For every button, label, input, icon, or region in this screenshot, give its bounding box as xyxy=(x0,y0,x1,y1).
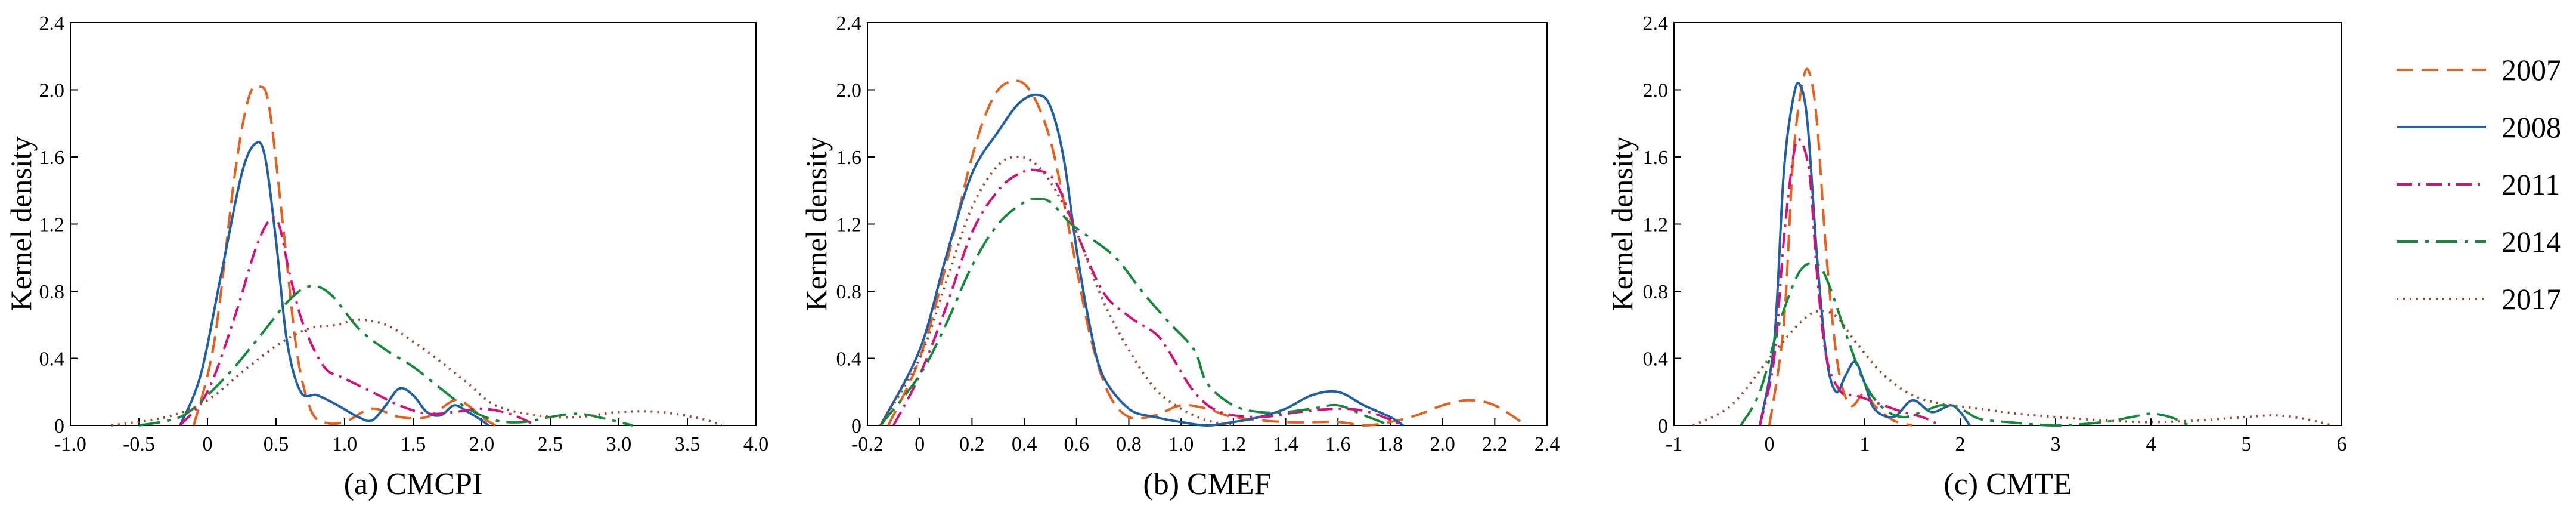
x-tick-label: -0.5 xyxy=(123,433,155,455)
x-tick-label: 4.0 xyxy=(743,433,769,455)
y-tick-label: 2.0 xyxy=(1643,80,1669,102)
y-tick-label: 0 xyxy=(54,415,64,437)
x-tick-label: 1.2 xyxy=(1221,433,1247,455)
y-tick-label: 0 xyxy=(1658,415,1668,437)
y-tick-label: 2.0 xyxy=(836,80,862,102)
panel-cmte: 00.40.81.21.62.02.4 -1 0 1 2 3 4 5 6 Kernel den… xyxy=(1605,13,2347,501)
x-tick-label: 2.0 xyxy=(1430,433,1455,455)
x-tick-label: 2 xyxy=(1955,433,1966,455)
y-tick-label: 0.8 xyxy=(836,281,862,303)
plot-frame xyxy=(70,22,757,426)
x-ticks: -0.2 0 0.2 0.4 0.6 0.8 1.0 1.2 1.4 1.6 1.8 2.0 2.2 2.… xyxy=(851,418,1560,455)
legend-label: 2011 xyxy=(2501,168,2560,201)
density-lines xyxy=(111,84,723,427)
y-tick-label: 2.4 xyxy=(836,13,862,35)
x-tick-label: 0 xyxy=(1765,433,1775,455)
y-ticks: 0 0.4 0.8 1.2 1.6 2.0 2.4 xyxy=(39,13,78,437)
x-tick-label: 3 xyxy=(2051,433,2061,455)
y-tick-label: 2.4 xyxy=(39,13,65,35)
x-tick-label: -1 xyxy=(1666,433,1682,455)
x-tick-label: 1.0 xyxy=(332,433,358,455)
y-tick-label: 0.4 xyxy=(836,348,862,371)
y-ticks: 0 0.4 0.8 1.2 1.6 2.0 2.4 xyxy=(1643,13,1681,437)
series-line-2014 xyxy=(879,198,1391,427)
x-tick-label: 2.0 xyxy=(469,433,495,455)
panel-caption: (a) CMCPI xyxy=(344,467,483,501)
plot-frame xyxy=(867,22,1548,426)
legend-label: 2017 xyxy=(2501,282,2561,316)
series-line-2011 xyxy=(179,216,537,427)
series-line-2011 xyxy=(892,168,1404,427)
series-line-2008 xyxy=(1759,82,1971,427)
y-tick-label: 2.4 xyxy=(1643,13,1669,35)
panel-caption: (c) CMTE xyxy=(1943,467,2072,501)
x-ticks: -1.0 -0.5 0 0.5 1.0 1.5 2.0 2.5 3.0 3.5 4.0 xyxy=(54,418,768,455)
y-tick-label: 0.8 xyxy=(1643,281,1669,303)
x-tick-label: 0.5 xyxy=(264,433,289,455)
x-tick-label: 1.0 xyxy=(1168,433,1194,455)
y-tick-label: 1.6 xyxy=(1643,147,1669,169)
x-tick-label: 2.4 xyxy=(1535,433,1560,455)
x-tick-label: 2.2 xyxy=(1482,433,1508,455)
x-tick-label: 1 xyxy=(1860,433,1870,455)
x-tick-label: 0.4 xyxy=(1012,433,1037,455)
legend-label: 2007 xyxy=(2501,53,2561,87)
y-axis-title: Kernel density xyxy=(799,137,833,311)
x-tick-label: -1.0 xyxy=(54,433,86,455)
series-line-2017 xyxy=(111,318,723,427)
panel-caption: (b) CMEF xyxy=(1143,467,1271,501)
series-line-2014 xyxy=(1740,261,2190,427)
series-line-2008 xyxy=(179,141,489,427)
x-tick-label: 1.8 xyxy=(1378,433,1403,455)
x-tick-label: 0.8 xyxy=(1116,433,1142,455)
y-axis-title: Kernel density xyxy=(1605,137,1639,311)
x-tick-label: 1.5 xyxy=(401,433,426,455)
y-tick-label: 0 xyxy=(851,415,861,437)
legend-label: 2008 xyxy=(2501,110,2561,144)
y-ticks: 0 0.4 0.8 1.2 1.6 2.0 2.4 xyxy=(836,13,875,437)
x-tick-label: 0 xyxy=(203,433,213,455)
series-line-2007 xyxy=(887,79,1527,427)
y-tick-label: 1.6 xyxy=(836,147,862,169)
series-line-2007 xyxy=(1768,67,1913,427)
legend-label: 2014 xyxy=(2501,225,2561,258)
x-tick-label: 0 xyxy=(915,433,925,455)
x-tick-label: 0.2 xyxy=(959,433,985,455)
x-tick-label: 2.5 xyxy=(538,433,563,455)
x-tick-label: 3.5 xyxy=(675,433,700,455)
density-lines xyxy=(879,79,1527,427)
y-tick-label: 1.2 xyxy=(836,214,862,236)
x-tick-label: 4 xyxy=(2146,433,2156,455)
y-tick-label: 1.2 xyxy=(1643,214,1669,236)
series-line-2017 xyxy=(879,155,1234,427)
x-tick-label: 3.0 xyxy=(606,433,632,455)
y-axis-title: Kernel density xyxy=(4,137,38,311)
y-tick-label: 0.8 xyxy=(39,281,65,303)
x-tick-label: 5 xyxy=(2242,433,2252,455)
panel-cmef: 00.40.81.21.62.02.4 -0.2 0 0.2 0.4 0.6 0.8 1.0… xyxy=(799,13,1560,501)
y-tick-label: 2.0 xyxy=(39,80,65,102)
panel-cmcpi: 0 0.4 0.8 1.2 1.6 2.0 2.4 -1.0 -0.5 0 0.5 1.0 1.5 2.… xyxy=(4,13,768,501)
x-tick-label: 0.6 xyxy=(1064,433,1090,455)
y-tick-label: 1.2 xyxy=(39,214,65,236)
series-line-2014 xyxy=(138,285,633,427)
legend: 2007 2008 2011 2014 2017 xyxy=(2397,53,2561,316)
series-line-2011 xyxy=(1759,138,1942,427)
x-tick-label: -0.2 xyxy=(851,433,884,455)
series-line-2008 xyxy=(879,93,1404,427)
series-line-2017 xyxy=(1692,309,2333,427)
series-line-2007 xyxy=(193,84,497,427)
x-tick-label: 1.6 xyxy=(1325,433,1351,455)
density-lines xyxy=(1692,67,2333,427)
x-ticks: -1 0 1 2 3 4 5 6 xyxy=(1666,418,2347,455)
x-tick-label: 6 xyxy=(2337,433,2347,455)
y-tick-label: 0.4 xyxy=(1643,348,1669,371)
y-tick-label: 0.4 xyxy=(39,348,65,371)
x-tick-label: 1.4 xyxy=(1273,433,1298,455)
y-tick-label: 1.6 xyxy=(39,147,65,169)
